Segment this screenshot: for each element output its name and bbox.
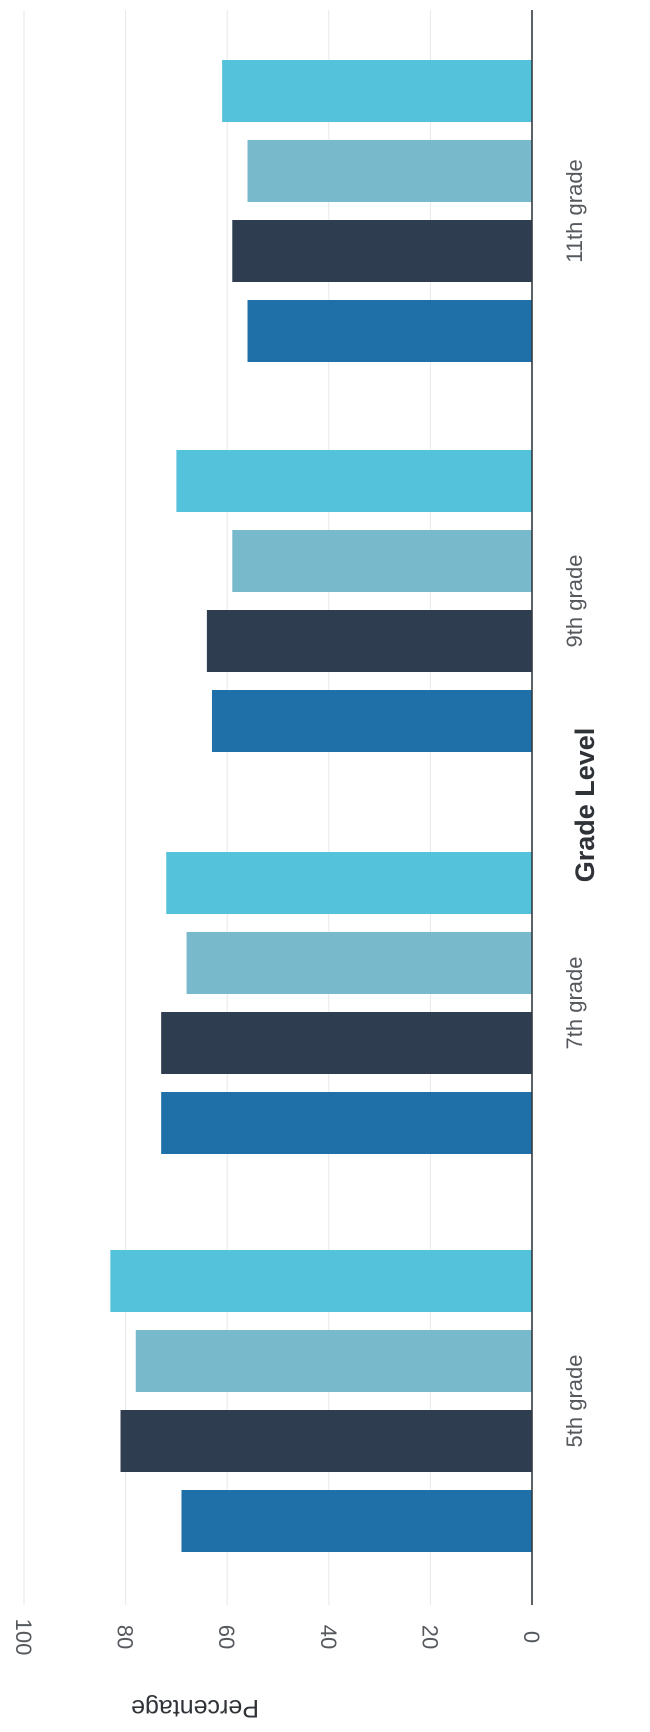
bars (110, 60, 533, 1552)
tick-labels: 0 20 40 60 80 100 (11, 1619, 544, 1656)
tick-label-60: 60 (214, 1625, 239, 1649)
category-label-7th-grade: 7th grade (562, 957, 587, 1050)
bar-7th-grade-series-4 (166, 852, 533, 914)
bar-11th-grade-series-1 (247, 300, 532, 362)
bar-7th-grade-series-1 (161, 1092, 532, 1154)
bar-11th-grade-series-3 (247, 140, 532, 202)
tick-label-100: 100 (11, 1619, 36, 1656)
bar-9th-grade-series-3 (232, 530, 532, 592)
bar-5th-grade-series-1 (181, 1490, 533, 1552)
bar-9th-grade-series-4 (176, 450, 532, 512)
bar-9th-grade-series-2 (206, 610, 532, 672)
bar-9th-grade-series-1 (211, 690, 532, 752)
tick-label-80: 80 (113, 1625, 138, 1649)
y-axis-title: Percentage (131, 1694, 259, 1722)
x-axis-title: Grade Level (570, 728, 600, 883)
category-labels: 5th grade 7th grade 9th grade 11th grade (562, 159, 587, 1447)
tick-label-20: 20 (417, 1625, 442, 1649)
category-label-11th-grade: 11th grade (562, 159, 587, 263)
tick-label-0: 0 (519, 1631, 544, 1643)
bar-5th-grade-series-3 (135, 1330, 532, 1392)
bar-7th-grade-series-2 (161, 1012, 532, 1074)
bar-7th-grade-series-3 (186, 932, 532, 994)
bar-5th-grade-series-2 (120, 1410, 533, 1472)
bar-11th-grade-series-2 (232, 220, 532, 282)
bar-5th-grade-series-4 (110, 1250, 533, 1312)
bar-11th-grade-series-4 (222, 60, 532, 122)
category-label-5th-grade: 5th grade (562, 1355, 587, 1448)
category-label-9th-grade: 9th grade (562, 555, 587, 648)
tick-label-40: 40 (316, 1625, 341, 1649)
